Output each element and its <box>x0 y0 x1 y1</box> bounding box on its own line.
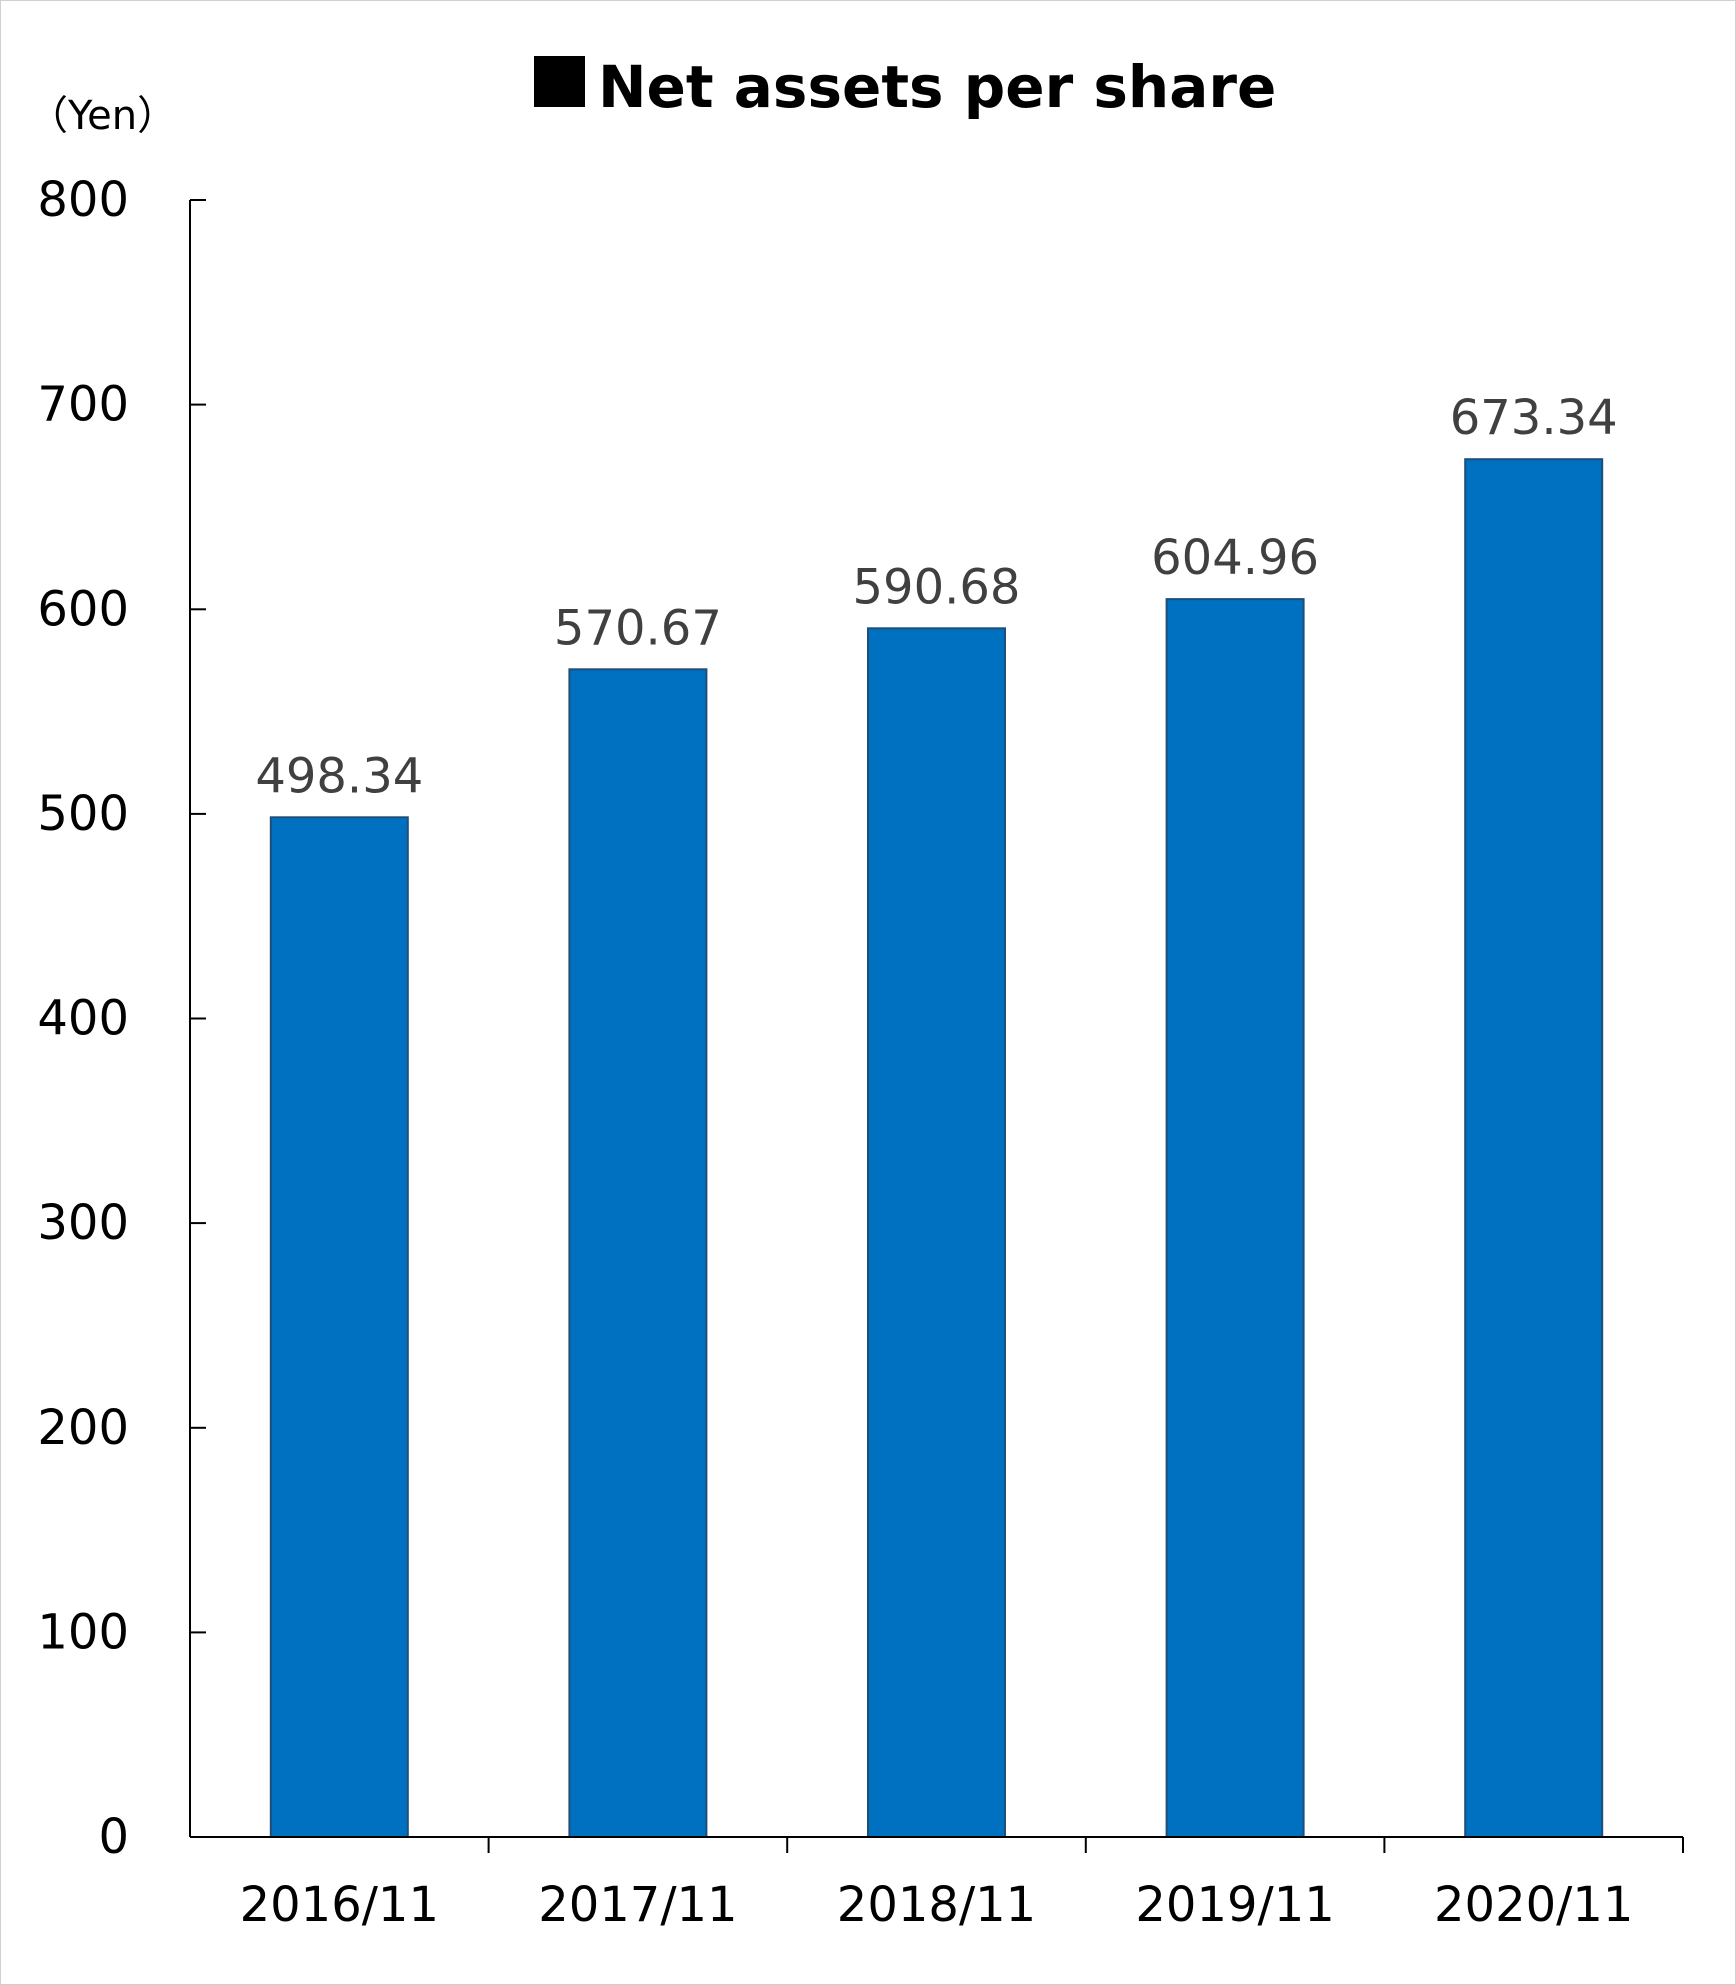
y-tick-label-0: 0 <box>98 1809 129 1865</box>
y-tick-label-100: 100 <box>37 1604 129 1660</box>
y-tick-label-400: 400 <box>37 991 129 1047</box>
title-marker-square <box>534 56 585 107</box>
chart-title: Net assets per share <box>598 53 1276 121</box>
bar-2020-11 <box>1464 458 1604 1839</box>
data-label-2016-11: 498.34 <box>255 748 423 804</box>
bars-layer <box>269 458 1604 1839</box>
bar-2018-11 <box>867 627 1006 1838</box>
bar-2016-11 <box>269 816 409 1838</box>
x-tick-label-2020-11: 2020/11 <box>1434 1877 1633 1933</box>
bar-2017-11 <box>568 668 708 1838</box>
x-tick-label-2019-11: 2019/11 <box>1135 1877 1334 1933</box>
x-tick-label-2016-11: 2016/11 <box>240 1877 439 1933</box>
data-label-2019-11: 604.96 <box>1151 530 1319 586</box>
x-tick-label-2017-11: 2017/11 <box>538 1877 737 1933</box>
data-label-2020-11: 673.34 <box>1450 390 1618 446</box>
data-label-2017-11: 570.67 <box>554 600 722 656</box>
y-tick-label-600: 600 <box>37 581 129 637</box>
y-tick-label-200: 200 <box>37 1400 129 1456</box>
axes-layer <box>189 199 1684 1853</box>
y-tick-label-300: 300 <box>37 1195 129 1251</box>
y-axis-unit-label: （Yen） <box>28 93 177 139</box>
x-tick-label-2018-11: 2018/11 <box>837 1877 1036 1933</box>
bar-2019-11 <box>1165 598 1305 1838</box>
y-tick-label-700: 700 <box>37 377 129 433</box>
data-label-2018-11: 590.68 <box>853 559 1021 615</box>
labels-layer: 498.34 2016/11 570.67 2017/11 590.68 2018/11 6… <box>37 172 1633 1933</box>
y-tick-label-800: 800 <box>37 172 129 228</box>
y-tick-label-500: 500 <box>37 786 129 842</box>
